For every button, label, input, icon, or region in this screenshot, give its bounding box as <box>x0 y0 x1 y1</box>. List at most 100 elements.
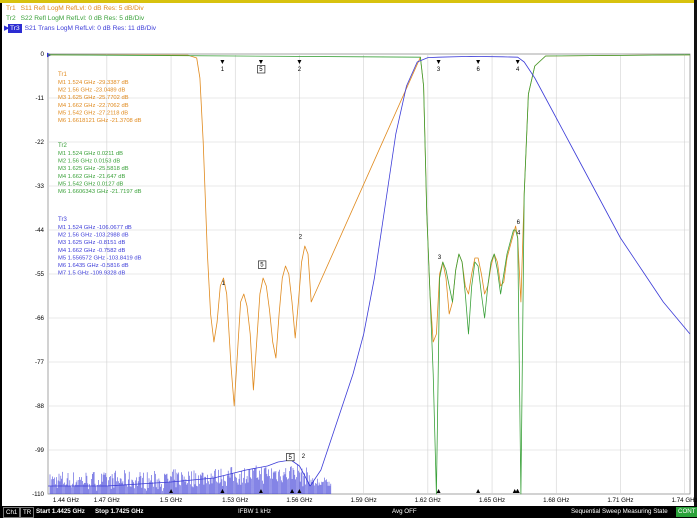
bottom-marker-triangle-icon <box>515 489 520 493</box>
marker-table-row: M4 1.662 GHz -21.647 dB <box>58 174 125 180</box>
top-marker-triangle-icon <box>258 60 263 64</box>
top-marker-label: 4 <box>516 67 520 73</box>
marker-table-row: M4 1.662 GHz -22.7062 dB <box>58 103 129 109</box>
marker-table-row: M2 1.56 GHz -23.0489 dB <box>58 88 125 94</box>
s21-marker-label-box <box>286 452 295 462</box>
marker-table-row: M1 1.524 GHz -29.3387 dB <box>58 80 129 86</box>
y-tick-label: -66 <box>35 315 45 322</box>
trace-line-1 <box>47 54 691 407</box>
s21-noise-floor <box>49 464 332 494</box>
y-tick-label: -77 <box>35 359 45 366</box>
x-tick-label: 1.47 GHz <box>94 497 120 504</box>
y-tick-label: -110 <box>32 491 44 498</box>
x-axis-ticks: 1.44 GHz 1.47 GHz 1.5 GHz 1.53 GHz 1.56 GHz 1… <box>53 497 697 504</box>
bottom-marker-triangle-icon <box>476 489 481 493</box>
y-axis-ticks: 0 ▶-11-22-33-44-55-66-77-88-99-110 <box>32 51 52 498</box>
trace-desc-tr2: S22 Refl LogM RefLvl: 0 dB Res: 5 dB/Div <box>20 15 145 22</box>
x-tick-label: 1.65 GHz <box>479 497 505 504</box>
x-tick-label: 1.68 GHz <box>543 497 569 504</box>
bottom-marker-triangle-icon <box>290 489 295 493</box>
y-tick-label: -33 <box>35 183 45 190</box>
marker-table-row: M5 1.556572 GHz -103.8419 dB <box>58 255 142 261</box>
status-stop[interactable]: Stop 1.7425 GHz <box>95 508 144 515</box>
marker-table-row: M6 1.6618121 GHz -21.3708 dB <box>58 118 142 124</box>
marker-table-row: M1 1.524 GHz 0.0211 dB <box>58 151 123 157</box>
top-marker-triangle-icon <box>476 60 481 64</box>
s11-marker-label: 4 <box>517 230 521 236</box>
trace-label-tr3[interactable]: Tr3 <box>8 24 22 33</box>
trace-line-3 <box>48 56 691 487</box>
s21-noise-path <box>49 464 332 494</box>
marker-table-row: M2 1.56 GHz 0.0153 dB <box>58 159 120 165</box>
bottom-marker-triangle-icon <box>169 489 174 493</box>
chart-markers: 1 5 2 3 6 4 1 5 2 3 6 4 5 2 <box>169 60 521 493</box>
window-frame-left <box>0 0 2 518</box>
status-start[interactable]: Start 1.4425 GHz <box>36 508 85 515</box>
x-tick-label: 1.62 GHz <box>415 497 441 504</box>
status-avg[interactable]: Avg OFF <box>392 508 417 515</box>
marker-table-row: M5 1.542 GHz -27.2118 dB <box>58 110 128 116</box>
marker-table-row: M3 1.625 GHz -25.7702 dB <box>58 95 129 101</box>
y-tick-label: 0 <box>41 51 45 58</box>
status-cont-badge[interactable]: CONT <box>676 507 697 517</box>
marker-table-row: M2 1.56 GHz -103.2988 dB <box>58 233 129 239</box>
trace-label-tr1[interactable]: Tr1 <box>6 5 16 12</box>
s21-marker-label: 5 <box>288 455 292 461</box>
y-tick-label: -22 <box>35 139 45 146</box>
active-trace-arrow-icon: ▶ <box>4 25 10 32</box>
marker-table-row: M7 1.5 GHz -109.9328 dB <box>58 271 125 277</box>
marker-tables: Tr1 M1 1.524 GHz -29.3387 dB M2 1.56 GHz -… <box>58 72 142 277</box>
trace-desc-tr1: S11 Refl LogM RefLvl: 0 dB Res: 5 dB/Div <box>20 5 144 12</box>
trace-desc-tr3: S21 Trans LogM RefLvl: 0 dB Res: 11 dB/D… <box>24 25 157 32</box>
chart-grid <box>47 53 691 495</box>
trace-header-tr2[interactable]: Tr2 S22 Refl LogM RefLvl: 0 dB Res: 5 dB/… <box>4 14 144 23</box>
marker-table-row: M3 1.625 GHz -25.5818 dB <box>58 166 129 172</box>
marker-table-row: M5 1.542 GHz 0.0127 dB <box>58 181 124 187</box>
status-sweep-state: Sequential Sweep Measuring State <box>571 508 668 515</box>
top-marker-triangle-icon <box>297 60 302 64</box>
top-marker-triangle-icon <box>515 60 520 64</box>
top-marker-label-box <box>257 65 266 74</box>
s11-marker-label: 3 <box>438 255 442 261</box>
s11-marker-label: 5 <box>260 262 264 268</box>
s11-marker-label: 6 <box>517 220 521 226</box>
s11-marker-label: 2 <box>299 234 303 240</box>
s11-marker-label-box <box>258 260 267 269</box>
status-ifbw[interactable]: IFBW 1 kHz <box>238 508 272 515</box>
window-frame-top <box>0 0 697 3</box>
top-marker-label: 3 <box>437 67 441 73</box>
trace-header-tr1[interactable]: Tr1 S11 Refl LogM RefLvl: 0 dB Res: 5 dB/… <box>4 4 144 13</box>
top-marker-label: 1 <box>221 67 225 73</box>
status-channel[interactable]: Ch1 <box>3 507 21 518</box>
top-marker-label: 2 <box>298 67 302 73</box>
window-frame-right <box>694 0 697 506</box>
x-tick-label: 1.59 GHz <box>351 497 377 504</box>
bottom-marker-triangle-icon <box>258 489 263 493</box>
marker-table-row: M4 1.662 GHz -0.7582 dB <box>58 248 125 254</box>
x-tick-label: 1.53 GHz <box>222 497 248 504</box>
top-marker-triangle-icon <box>220 60 225 64</box>
status-trace[interactable]: TR <box>20 507 35 518</box>
trace-header-tr3[interactable]: ▶ Tr3 S21 Trans LogM RefLvl: 0 dB Res: 11… <box>4 24 157 33</box>
marker-table-title: Tr2 <box>58 143 67 149</box>
x-tick-label: 1.56 GHz <box>286 497 312 504</box>
bottom-marker-triangle-icon <box>436 489 441 493</box>
marker-table-row: M1 1.524 GHz -106.0677 dB <box>58 225 132 231</box>
top-marker-label: 5 <box>259 67 263 73</box>
bottom-marker-triangle-icon <box>297 489 302 493</box>
bottom-marker-triangle-icon <box>512 489 517 493</box>
marker-table-row: M6 1.6435 GHz -0.5816 dB <box>58 263 129 269</box>
marker-table-row: M3 1.625 GHz -0.8151 dB <box>58 240 125 246</box>
bottom-marker-triangle-icon <box>220 489 225 493</box>
y-tick-label: -11 <box>36 95 45 102</box>
s21-marker-label: 2 <box>302 454 306 460</box>
y-tick-label: -88 <box>35 403 45 410</box>
status-bar: Ch1 TR Start 1.4425 GHz Stop 1.7425 GHz … <box>0 506 697 518</box>
top-marker-triangle-icon <box>436 60 441 64</box>
trace-lines <box>47 54 691 495</box>
x-tick-label: 1.71 GHz <box>607 497 633 504</box>
trace-line-2 <box>47 54 691 495</box>
trace-label-tr2[interactable]: Tr2 <box>6 15 16 22</box>
